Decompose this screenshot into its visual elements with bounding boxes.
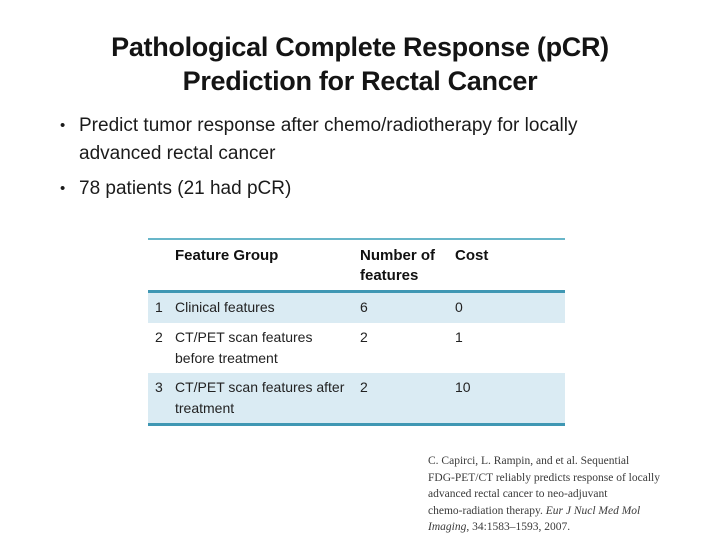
cell-row-number: 1 <box>155 299 163 315</box>
bullet-line: advanced rectal cancer <box>79 143 276 164</box>
bullet-item-patients: • 78 patients (21 had pCR) <box>60 175 690 203</box>
cell-feature-group: CT/PET scan features after treatment <box>175 373 360 426</box>
citation-journal-name: Eur J Nucl Med Mol <box>545 504 641 517</box>
citation-text: advanced rectal cancer to neo-adjuvant <box>428 488 608 500</box>
citation-journal-name: Imaging <box>428 521 467 533</box>
title-line-2: Prediction for Rectal Cancer <box>182 66 538 96</box>
cell-cost: 1 <box>455 329 463 345</box>
citation-text: chemo-radiation therapy. <box>428 504 546 517</box>
table-row: 3 CT/PET scan features after treatment 2… <box>148 373 565 426</box>
cell-feature-group: CT/PET scan features before treatment <box>175 329 313 366</box>
feature-table: Feature Group Number of features Cost 1 … <box>148 238 565 426</box>
bullet-list: • Predict tumor response after chemo/rad… <box>60 112 690 203</box>
table-row: 2 CT/PET scan features before treatment … <box>148 323 565 373</box>
cell-cost: 10 <box>455 373 565 426</box>
header-feature-group: Feature Group <box>175 238 360 293</box>
feature-table-container: Feature Group Number of features Cost 1 … <box>148 238 565 426</box>
citation-text: C. Capirci, L. Rampin, and et al. Sequen… <box>428 455 630 467</box>
table-row: 1 Clinical features 6 0 <box>148 291 565 323</box>
cell-row-number: 2 <box>155 329 163 345</box>
title-line-1: Pathological Complete Response (pCR) <box>111 32 609 62</box>
table-header-row: Feature Group Number of features Cost <box>148 238 565 293</box>
citation-block: C. Capirci, L. Rampin, and et al. Sequen… <box>428 453 700 536</box>
bullet-text: 78 patients (21 had pCR) <box>79 175 690 203</box>
cell-row-number: 3 <box>148 373 175 426</box>
cell-number-of-features: 2 <box>360 373 455 426</box>
header-cost: Cost <box>455 238 565 293</box>
bullet-icon: • <box>60 180 66 197</box>
cell-number-of-features: 2 <box>360 329 368 345</box>
citation-text: FDG-PET/CT reliably predicts response of… <box>428 471 660 484</box>
bullet-item-predict: • Predict tumor response after chemo/rad… <box>60 112 690 168</box>
bullet-icon: • <box>60 117 66 134</box>
bullet-text: Predict tumor response after chemo/radio… <box>79 112 690 168</box>
header-number-of-features: Number of features <box>360 238 455 293</box>
slide-title: Pathological Complete Response (pCR) Pre… <box>0 30 720 98</box>
cell-cost: 0 <box>455 299 463 315</box>
cell-feature-group: Clinical features <box>175 299 275 315</box>
bullet-line: Predict tumor response after chemo/radio… <box>79 115 578 136</box>
cell-number-of-features: 6 <box>360 299 368 315</box>
bullet-line: 78 patients (21 had pCR) <box>79 178 292 199</box>
header-row-number <box>148 238 175 293</box>
citation-text: , 34:1583–1593, 2007. <box>466 521 571 533</box>
